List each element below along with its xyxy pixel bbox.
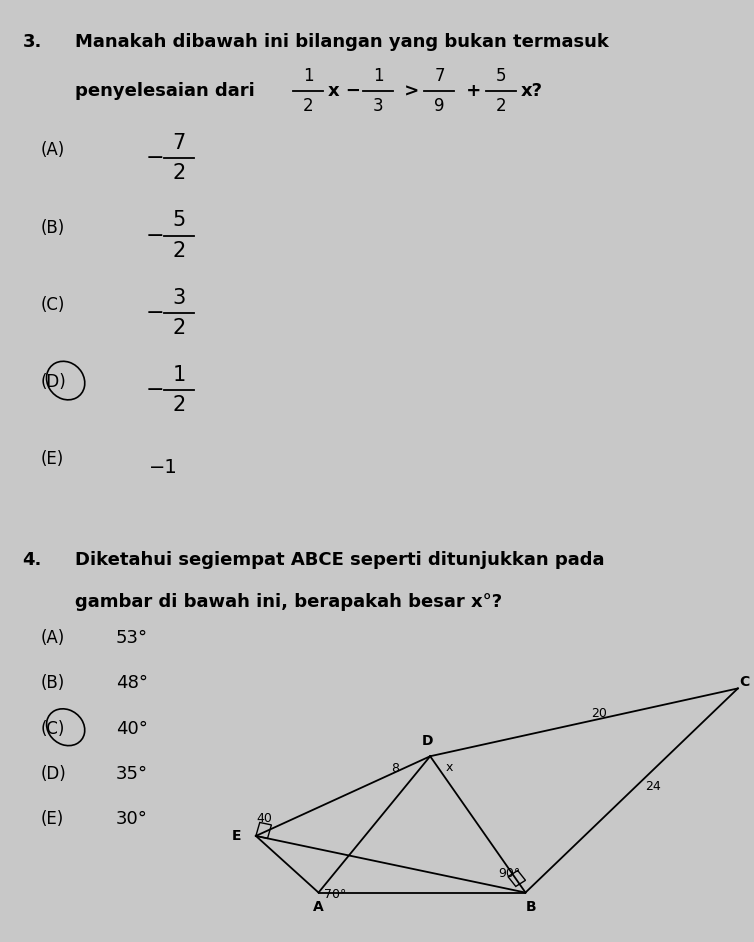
Text: Manakah dibawah ini bilangan yang bukan termasuk: Manakah dibawah ini bilangan yang bukan … <box>75 33 608 51</box>
Text: 35°: 35° <box>115 765 148 783</box>
Text: −: − <box>146 225 164 246</box>
Text: 40°: 40° <box>115 720 148 738</box>
Text: gambar di bawah ini, berapakah besar x°?: gambar di bawah ini, berapakah besar x°? <box>75 593 501 611</box>
Text: (E): (E) <box>41 810 64 828</box>
Text: 3.: 3. <box>23 33 41 51</box>
Text: B: B <box>526 901 536 914</box>
Text: 3: 3 <box>173 287 185 308</box>
Text: penyelesaian dari: penyelesaian dari <box>75 82 261 101</box>
Text: 30°: 30° <box>115 810 148 828</box>
Text: 1: 1 <box>173 365 185 385</box>
Text: 70°: 70° <box>323 888 346 901</box>
Text: 2: 2 <box>173 317 185 338</box>
Text: 7: 7 <box>434 67 445 86</box>
Text: x −: x − <box>328 82 367 101</box>
Text: 2: 2 <box>495 97 506 116</box>
Text: (C): (C) <box>41 720 66 738</box>
Text: E: E <box>232 829 241 843</box>
Text: D: D <box>421 734 434 748</box>
Text: x: x <box>446 761 453 774</box>
Text: (B): (B) <box>41 219 66 236</box>
Text: −: − <box>146 302 164 323</box>
Text: 90°: 90° <box>498 867 520 880</box>
Text: 20: 20 <box>591 707 607 721</box>
Text: 5: 5 <box>495 67 506 86</box>
Text: 40: 40 <box>256 812 272 825</box>
Text: 1: 1 <box>303 67 314 86</box>
Text: >: > <box>398 82 426 101</box>
Text: C: C <box>739 674 749 689</box>
Text: Diketahui segiempat ABCE seperti ditunjukkan pada: Diketahui segiempat ABCE seperti ditunju… <box>75 551 604 569</box>
Text: (C): (C) <box>41 296 66 314</box>
Text: (D): (D) <box>41 765 67 783</box>
Text: 2: 2 <box>173 395 185 415</box>
Text: 2: 2 <box>173 240 185 261</box>
Text: 2: 2 <box>303 97 314 116</box>
Text: x?: x? <box>521 82 543 101</box>
Text: 2: 2 <box>173 163 185 184</box>
Text: 4.: 4. <box>23 551 41 569</box>
Text: +: + <box>459 82 487 101</box>
Text: 3: 3 <box>373 97 384 116</box>
Text: (A): (A) <box>41 141 66 159</box>
Text: −: − <box>146 148 164 169</box>
Text: A: A <box>313 901 324 914</box>
Text: −1: −1 <box>149 458 178 477</box>
Text: (A): (A) <box>41 629 66 647</box>
Text: 24: 24 <box>645 780 661 793</box>
Text: 53°: 53° <box>115 629 148 647</box>
Text: 7: 7 <box>173 133 185 154</box>
Text: 9: 9 <box>434 97 445 116</box>
Text: (B): (B) <box>41 674 66 692</box>
Text: −: − <box>146 380 164 400</box>
Text: 1: 1 <box>373 67 384 86</box>
Text: (E): (E) <box>41 450 64 468</box>
Text: 8: 8 <box>391 761 399 774</box>
Text: 5: 5 <box>173 210 185 231</box>
Text: 48°: 48° <box>115 674 148 692</box>
Text: (D): (D) <box>41 373 67 391</box>
